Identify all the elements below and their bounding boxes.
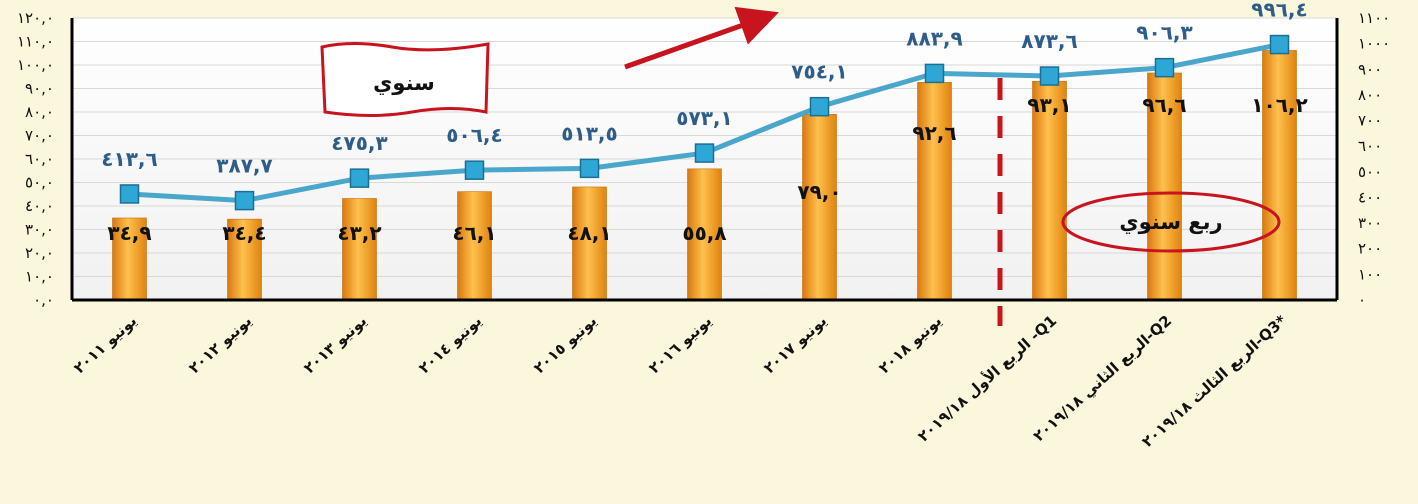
bar-data-label: ٤٨,١ — [567, 221, 611, 245]
left-axis-tick-label: ١١٠,٠ — [17, 33, 54, 51]
line-data-label: ٩٩٦,٤ — [1251, 0, 1307, 22]
bar-data-label: ٩٦,٦ — [1142, 93, 1186, 117]
line-data-label: ٧٥٤,١ — [791, 60, 847, 84]
line-data-label: ٩٠٦,٣ — [1136, 21, 1192, 45]
right-axis-tick-label: ٤٠٠ — [1358, 188, 1382, 206]
left-axis-tick-label: ١٢٠,٠ — [17, 9, 54, 27]
line-data-label: ٤٧٥,٣ — [331, 131, 387, 155]
bar-data-label: ٧٩,٠ — [797, 180, 841, 204]
category-label: يونيو ٢٠١١ — [70, 312, 140, 378]
quarterly-ellipse — [1061, 191, 1281, 253]
bar — [1147, 72, 1182, 301]
line-data-label: ٥١٣,٥ — [561, 121, 617, 145]
line-data-label: ٣٨٧,٧ — [216, 154, 272, 178]
line-marker — [119, 184, 140, 204]
bar — [687, 168, 722, 301]
bar-data-label: ٩٢,٦ — [912, 121, 956, 145]
bar — [457, 191, 492, 301]
line-marker — [694, 143, 715, 163]
left-axis-tick-label: ١٠,٠ — [25, 268, 54, 286]
right-axis-tick-label: ٨٠٠ — [1358, 86, 1382, 104]
annual-banner — [320, 42, 490, 117]
right-axis-tick-label: ٠ — [1358, 291, 1366, 309]
left-axis-tick-label: ٧٠,٠ — [25, 127, 54, 145]
left-axis-tick-label: ٣٠,٠ — [25, 221, 54, 239]
annual-label: سنوي — [373, 71, 435, 96]
bar-data-label: ٤٦,١ — [452, 221, 496, 245]
line-marker — [234, 190, 255, 211]
left-axis-tick-label: ٨٠,٠ — [25, 103, 54, 121]
right-axis-tick-label: ١١٠٠ — [1358, 9, 1390, 27]
left-axis-tick-label: ١٠٠,٠ — [17, 56, 54, 74]
category-label: يونيو ٢٠١٢ — [185, 312, 255, 378]
right-axis-tick-label: ١٠٠ — [1358, 265, 1382, 283]
bar — [917, 82, 952, 301]
bar-data-label: ٤٣,٢ — [337, 221, 381, 245]
right-axis-tick-label: ٣٠٠ — [1358, 214, 1382, 232]
bar — [1032, 80, 1067, 301]
right-axis-tick-label: ١٠٠٠ — [1358, 35, 1390, 53]
right-axis-tick-label: ٩٠٠ — [1358, 60, 1382, 78]
left-axis-tick-label: ٤٠,٠ — [25, 197, 54, 215]
line-data-label: ٨٧٣,٦ — [1021, 29, 1077, 53]
bar-data-label: ٩٣,١ — [1027, 93, 1071, 117]
right-axis-tick-label: ٧٠٠ — [1358, 112, 1382, 130]
category-label: يونيو ٢٠١٥ — [530, 312, 600, 378]
left-axis-tick-label: ٠,٠ — [33, 291, 54, 309]
category-label: يونيو ٢٠١٨ — [875, 312, 945, 378]
line-marker — [1269, 34, 1290, 55]
line-marker — [579, 158, 600, 179]
left-axis-tick-label: ٩٠,٠ — [25, 80, 54, 98]
left-axis-tick-label: ٦٠,٠ — [25, 150, 54, 168]
line-marker — [464, 160, 485, 180]
left-axis-tick-label: ٥٠,٠ — [25, 174, 54, 192]
line-marker — [349, 168, 370, 188]
bar-data-label: ٣٤,٤ — [222, 221, 266, 245]
trend-arrow — [624, 6, 779, 70]
bar — [342, 198, 377, 301]
bar-data-label: ٥٥,٨ — [682, 221, 726, 245]
line-marker — [1039, 66, 1060, 86]
quarterly-label: ربع سنوي — [1119, 210, 1222, 235]
bar — [1262, 50, 1297, 301]
category-label: يونيو ٢٠١٣ — [300, 312, 370, 378]
right-axis-tick-label: ٦٠٠ — [1358, 137, 1382, 155]
category-label: يونيو ٢٠١٤ — [415, 312, 485, 378]
line-data-label: ٥٠٦,٤ — [446, 123, 502, 147]
line-data-label: ٤١٣,٦ — [101, 147, 157, 171]
line-marker — [1154, 57, 1175, 78]
line-marker — [924, 63, 945, 84]
line-data-label: ٥٧٣,١ — [676, 106, 732, 130]
bar-data-label: ١٠٦,٢ — [1251, 93, 1307, 117]
category-label: يونيو ٢٠١٧ — [760, 312, 830, 378]
left-axis-tick-label: ٢٠,٠ — [25, 244, 54, 262]
line-marker — [809, 96, 830, 117]
category-label: يونيو ٢٠١٦ — [645, 312, 715, 378]
right-axis-tick-label: ٢٠٠ — [1358, 240, 1382, 258]
right-axis-tick-label: ٥٠٠ — [1358, 163, 1382, 181]
bar — [802, 114, 837, 301]
line-data-label: ٨٨٣,٩ — [906, 26, 962, 50]
bar-data-label: ٣٤,٩ — [107, 221, 151, 245]
